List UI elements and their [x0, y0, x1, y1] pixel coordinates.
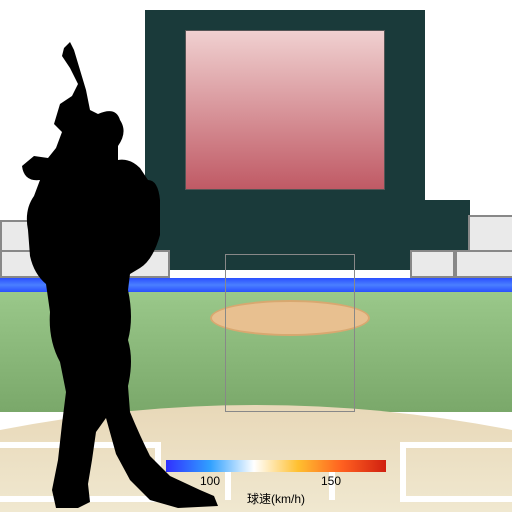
plate-line	[400, 496, 512, 502]
legend-tick: 100	[200, 474, 220, 488]
legend-tick: 150	[321, 474, 341, 488]
plate-line	[400, 442, 406, 502]
legend-title: 球速(km/h)	[166, 490, 386, 507]
speed-legend: 100 150 球速(km/h)	[166, 460, 386, 507]
batter-silhouette	[0, 40, 220, 510]
strike-zone	[225, 254, 355, 412]
pitch-chart-scene: 100 150 球速(km/h)	[0, 0, 512, 512]
legend-tick-labels: 100 150	[166, 474, 386, 490]
plate-line	[400, 442, 512, 448]
legend-gradient-bar	[166, 460, 386, 472]
